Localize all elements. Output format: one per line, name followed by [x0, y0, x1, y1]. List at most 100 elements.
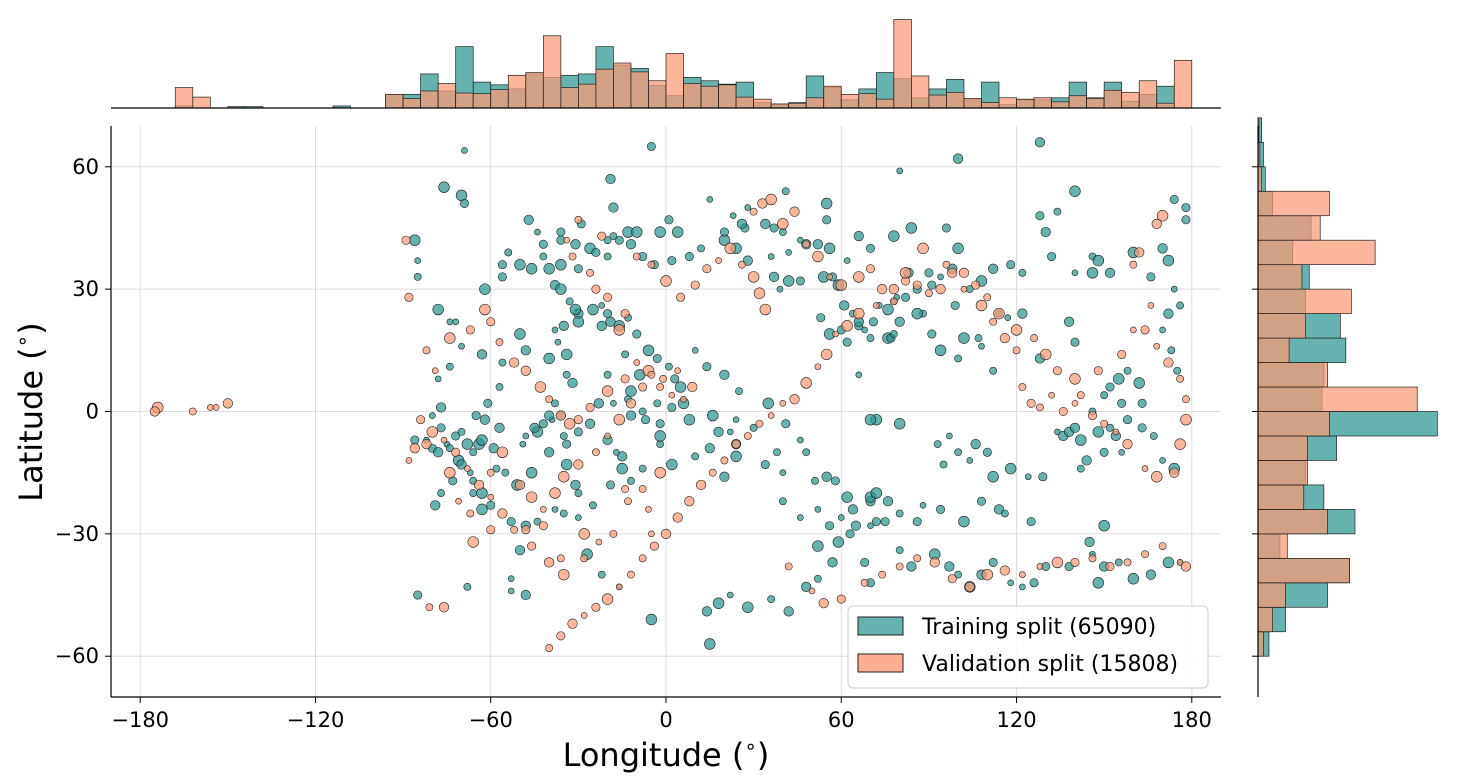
lat-hist-bar-val: [1257, 509, 1328, 535]
legend-swatch-val: [857, 653, 904, 673]
scatter-point-val: [947, 574, 957, 584]
scatter-point-val: [1140, 325, 1150, 335]
scatter-point-val: [1123, 558, 1132, 567]
scatter-point-val: [899, 267, 912, 279]
lon-hist-bar-val: [560, 87, 579, 109]
lon-hist-bar-val: [1156, 102, 1175, 109]
scatter-point-train: [1026, 517, 1036, 527]
scatter-point-val: [1141, 465, 1149, 472]
scatter-point-val: [1100, 419, 1109, 428]
scatter-point-val: [527, 541, 537, 551]
scatter-point-train: [1019, 583, 1026, 591]
scatter-point-val: [800, 377, 812, 389]
scatter-point-train: [954, 354, 963, 363]
lon-hist-bar-val: [963, 98, 982, 109]
scatter-point-train: [797, 436, 804, 444]
y-tick-label: −60: [55, 644, 99, 668]
scatter-point-val: [638, 554, 647, 563]
scatter-point-train: [773, 448, 781, 457]
scatter-point-train: [495, 383, 504, 391]
scatter-point-val: [1180, 413, 1192, 426]
scatter-point-val: [715, 257, 722, 264]
scatter-point-train: [880, 517, 890, 527]
lon-hist-bar-val: [928, 94, 947, 109]
scatter-point-train: [847, 504, 859, 515]
legend: Training split (65090) Validation split …: [847, 605, 1209, 689]
scatter-point-train: [525, 263, 538, 275]
scatter-point-train: [974, 334, 983, 342]
lon-hist-bar-val: [1033, 97, 1052, 109]
scatter-point-val: [929, 557, 940, 568]
scatter-point-val: [777, 218, 789, 230]
scatter-point-train: [1145, 569, 1156, 580]
scatter-point-val: [486, 317, 496, 327]
scatter-point-val: [487, 493, 495, 501]
lon-hist-bar-val: [192, 96, 211, 109]
scatter-point-train: [520, 345, 531, 356]
scatter-point-val: [820, 348, 833, 361]
lon-hist-bar-val: [613, 62, 632, 109]
scatter-point-train: [823, 242, 836, 255]
scatter-point-train: [486, 500, 496, 510]
scatter-point-val: [942, 260, 951, 269]
scatter-point-val: [1112, 428, 1120, 436]
scatter-point-val: [473, 479, 485, 491]
scatter-point-val: [674, 367, 681, 375]
lon-hist-bar-val: [753, 98, 772, 109]
scatter-point-train: [958, 332, 970, 344]
scatter-point-train: [870, 487, 883, 499]
scatter-point-train: [538, 239, 548, 249]
scatter-point-train: [827, 557, 838, 568]
scatter-point-val: [624, 497, 632, 506]
scatter-point-train: [1118, 448, 1125, 456]
scatter-point-train: [1162, 556, 1175, 569]
scatter-point-val: [404, 292, 414, 302]
scatter-point-train: [538, 419, 548, 429]
scatter-point-train: [1106, 423, 1114, 432]
scatter-point-val: [497, 508, 508, 519]
scatter-point-val: [563, 236, 570, 244]
lat-hist-bar-val: [1257, 484, 1305, 510]
x-axis-ticks: −180 −120 −60 0 60 120 180: [111, 697, 1212, 732]
y-axis-ticks: 60 30 0 −30 −60: [55, 155, 111, 668]
scatter-point-train: [946, 432, 953, 440]
scatter-point-train: [479, 283, 491, 295]
scatter-point-val: [601, 385, 614, 397]
scatter-point-train: [621, 350, 630, 359]
lon-hist-bar-val: [420, 90, 439, 109]
scatter-point-train: [1038, 472, 1048, 482]
scatter-point-train: [1069, 422, 1081, 433]
scatter-point-val: [409, 443, 420, 454]
scatter-point-train: [905, 222, 918, 234]
y-axis-title: Latitude (∘): [10, 322, 50, 501]
scatter-point-train: [469, 448, 478, 457]
scatter-point-train: [497, 272, 507, 282]
legend-frame: [847, 605, 1209, 689]
scatter-point-train: [616, 462, 628, 475]
scatter-point-train: [1162, 254, 1175, 267]
scatter-point-train: [410, 435, 420, 445]
scatter-point-train: [782, 275, 795, 287]
scatter-point-train: [1123, 415, 1133, 425]
y-tick-label: 60: [72, 155, 99, 179]
scatter-point-train: [987, 471, 999, 483]
scatter-point-train: [1070, 337, 1080, 347]
scatter-point-val: [620, 374, 630, 384]
scatter-point-train: [1149, 432, 1158, 440]
scatter-point-train: [802, 448, 811, 457]
scatter-point-train: [888, 230, 900, 242]
scatter-point-val: [668, 391, 676, 399]
scatter-point-train: [614, 235, 624, 245]
lat-hist-bar-val: [1257, 190, 1330, 217]
scatter-point-train: [732, 416, 740, 423]
scatter-point-train: [950, 300, 960, 310]
scatter-point-val: [1182, 395, 1190, 404]
scatter-point-train: [989, 366, 998, 375]
scatter-point-train: [562, 439, 572, 449]
scatter-point-train: [667, 402, 677, 412]
scatter-point-val: [853, 271, 865, 283]
scatter-point-val: [765, 193, 777, 206]
scatter-point-val: [431, 367, 439, 375]
x-tick-label: 180: [1172, 708, 1212, 732]
scatter-point-train: [609, 232, 618, 241]
